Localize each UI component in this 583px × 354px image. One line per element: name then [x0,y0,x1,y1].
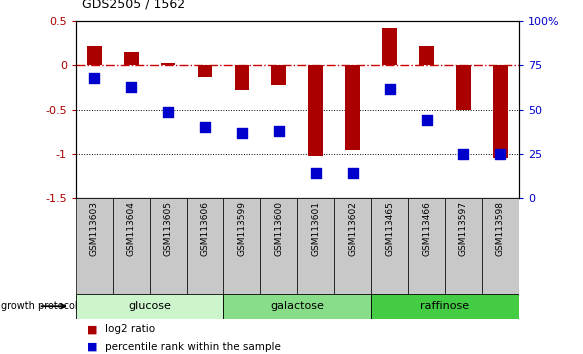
Text: GSM113602: GSM113602 [348,201,357,256]
Bar [161,63,175,65]
Point [201,125,210,130]
Text: growth protocol: growth protocol [1,301,77,311]
Bar [198,65,212,77]
Text: GSM113606: GSM113606 [201,201,209,256]
Point [348,171,357,176]
Bar [382,28,397,65]
Text: GSM113597: GSM113597 [459,201,468,256]
Bar [187,198,223,294]
Point [90,75,99,81]
Bar [150,198,187,294]
Text: percentile rank within the sample: percentile rank within the sample [105,342,281,352]
Point [163,109,173,114]
Text: glucose: glucose [128,301,171,311]
Point [237,130,247,136]
Text: raffinose: raffinose [420,301,469,311]
Bar [408,198,445,294]
Text: log2 ratio: log2 ratio [105,324,155,334]
Point [274,128,283,134]
Text: GSM113603: GSM113603 [90,201,99,256]
Text: galactose: galactose [271,301,324,311]
Bar [261,198,297,294]
Bar [482,198,519,294]
Text: GSM113604: GSM113604 [127,201,136,256]
Text: GSM113465: GSM113465 [385,201,394,256]
Point [459,151,468,157]
Bar [76,198,113,294]
Bar [113,198,150,294]
Bar [445,198,482,294]
Bar [76,294,223,319]
Bar [124,52,139,65]
Point [385,86,394,91]
Bar [419,46,434,65]
Bar [87,46,101,65]
Text: ■: ■ [87,342,98,352]
Bar [371,198,408,294]
Bar [493,65,508,159]
Text: GSM113605: GSM113605 [164,201,173,256]
Text: GSM113599: GSM113599 [237,201,247,256]
Bar [272,65,286,85]
Text: GSM113466: GSM113466 [422,201,431,256]
Text: GSM113600: GSM113600 [275,201,283,256]
Bar [223,198,261,294]
Point [311,171,321,176]
Point [422,118,431,123]
Bar [308,65,323,156]
Text: GDS2505 / 1562: GDS2505 / 1562 [82,0,185,11]
Bar [223,294,371,319]
Point [496,151,505,157]
Text: GSM113601: GSM113601 [311,201,320,256]
Bar [345,65,360,149]
Bar [234,65,250,90]
Bar [334,198,371,294]
Bar [297,198,334,294]
Point [127,84,136,90]
Text: GSM113598: GSM113598 [496,201,505,256]
Text: ■: ■ [87,324,98,334]
Bar [371,294,519,319]
Bar [456,65,471,110]
